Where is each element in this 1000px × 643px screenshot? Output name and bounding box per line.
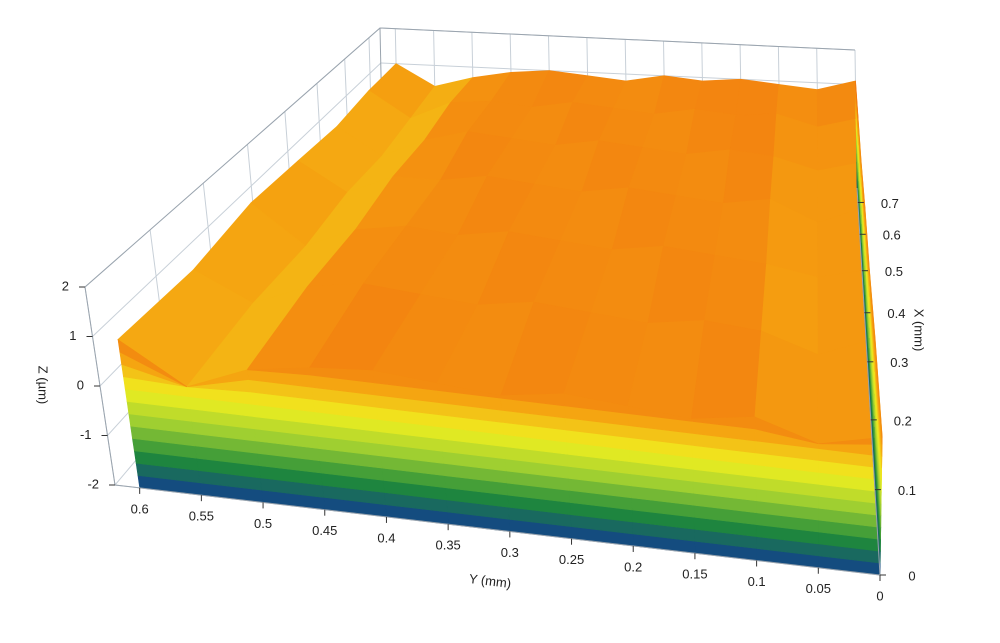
y-tick-label: 0.45 (312, 523, 337, 538)
surface-cell (817, 118, 862, 172)
z-axis-title: Z (µm) (36, 366, 51, 405)
x-tick-label: 0 (908, 568, 915, 583)
surface-side (117, 338, 188, 388)
y-tick-label: 0.35 (435, 538, 460, 553)
y-tick-label: 0.6 (131, 501, 149, 516)
surface-side (855, 80, 859, 119)
x-tick-label: 0.1 (898, 483, 916, 498)
y-tick-label: 0.1 (748, 574, 766, 589)
x-tick-label: 0.2 (894, 413, 912, 428)
surface-cell (694, 78, 741, 116)
y-tick-label: 0 (876, 588, 883, 603)
y-tick-label: 0.15 (682, 567, 707, 582)
y-tick-label: 0.25 (559, 552, 584, 567)
y-tick-label: 0.05 (806, 581, 831, 596)
y-tick-label: 0.3 (501, 545, 519, 560)
z-tick-label: -1 (80, 427, 92, 442)
surface-cell (735, 78, 780, 116)
z-tick-label: 1 (69, 328, 76, 343)
z-tick-label: 2 (62, 278, 69, 293)
surface-cell (686, 108, 737, 155)
surface-cell (714, 198, 771, 265)
surface-cell (723, 149, 775, 204)
y-tick-label: 0.4 (377, 530, 395, 545)
surface-side (247, 367, 311, 376)
y-tick-label: 0.5 (254, 516, 272, 531)
x-tick-label: 0.5 (885, 264, 903, 279)
x-tick-label: 0.3 (890, 355, 908, 370)
surface-cell (704, 254, 767, 332)
x-tick-label: 0.7 (881, 196, 899, 211)
surface-side (186, 369, 249, 388)
z-tick-label: 0 (77, 377, 84, 392)
x-tick-label: 0.4 (887, 306, 905, 321)
y-tick-label: 0.2 (624, 559, 642, 574)
x-axis-title: X (mm) (912, 309, 927, 352)
surface-cell (729, 113, 777, 158)
y-tick-label: 0.55 (189, 509, 214, 524)
y-axis-title: Y (mm) (468, 571, 512, 591)
x-tick-label: 0.6 (883, 228, 901, 243)
z-tick-label: -2 (87, 476, 99, 491)
